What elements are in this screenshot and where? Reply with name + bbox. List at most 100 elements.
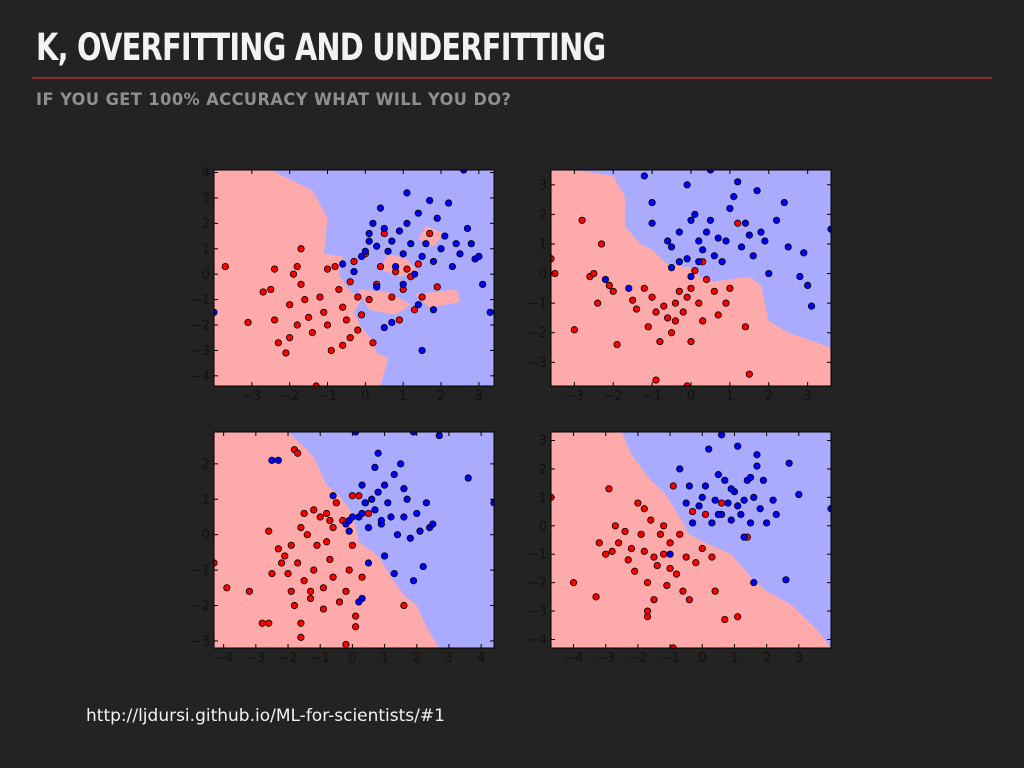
blue-point [740, 533, 748, 541]
y-tick-label: −4 [191, 369, 210, 384]
blue-point [274, 456, 282, 464]
red-point [679, 308, 687, 316]
red-point [319, 605, 328, 613]
red-point [223, 584, 231, 592]
blue-point [756, 505, 764, 513]
red-point [357, 311, 366, 319]
x-tick-label: −3 [246, 651, 265, 666]
y-tick-label: 1 [202, 242, 210, 257]
blue-point [601, 275, 610, 284]
blue-point [800, 249, 808, 257]
blue-point [763, 519, 771, 527]
blue-point [479, 280, 487, 288]
red-point [701, 510, 710, 519]
blue-point [695, 237, 703, 245]
red-point [281, 552, 289, 560]
red-point [648, 293, 656, 301]
red-point [675, 287, 683, 295]
blue-point [750, 493, 758, 501]
red-point [403, 265, 411, 273]
red-point [632, 305, 641, 313]
blue-point [746, 519, 755, 527]
blue-point [753, 187, 761, 195]
blue-point [357, 252, 366, 260]
blue-point [685, 482, 693, 490]
red-point [595, 539, 603, 547]
red-point [672, 570, 681, 578]
red-point [316, 293, 324, 301]
blue-point [691, 210, 699, 218]
red-point [433, 283, 441, 291]
blue-point [348, 513, 356, 521]
x-tick-label: −3 [242, 389, 261, 404]
blue-point [667, 264, 676, 272]
blue-point [699, 246, 707, 254]
blue-point [687, 216, 695, 224]
blue-point [746, 473, 755, 482]
blue-point [740, 496, 748, 504]
blue-point [452, 240, 460, 248]
x-tick-label: 3 [804, 389, 812, 404]
red-point [605, 485, 613, 493]
red-point [624, 556, 632, 564]
blue-point [750, 579, 758, 587]
red-point [631, 567, 639, 575]
blue-point [437, 245, 445, 253]
blue-point [395, 227, 404, 235]
red-region-bubble [357, 289, 411, 315]
blue-point [392, 262, 400, 271]
red-point [297, 280, 305, 288]
red-point [627, 544, 636, 553]
plot-frame [213, 431, 495, 649]
red-point [602, 550, 610, 558]
y-tick-label: 0 [202, 528, 210, 543]
blue-point [390, 570, 398, 578]
blue-point [422, 240, 430, 248]
y-tick-label: −1 [528, 548, 547, 563]
blue-point [705, 445, 713, 453]
blue-point [769, 496, 777, 504]
x-tick-label: 1 [399, 389, 407, 404]
blue-point [384, 247, 392, 255]
blue-point [780, 198, 788, 207]
blue-point [795, 490, 803, 499]
source-link[interactable]: http://ljdursi.github.io/ML-for-scientis… [86, 706, 445, 726]
blue-point [782, 576, 790, 584]
blue-point [804, 281, 812, 289]
blue-point [772, 510, 780, 519]
scatter-panel-3: −4 −3 −2 −1 0 1 2 3 4 −3 −2 −1 0 1 2 [191, 431, 495, 666]
red-point [300, 509, 308, 518]
blue-point [380, 552, 389, 560]
blue-point [730, 193, 738, 201]
blue-point [444, 199, 453, 207]
red-point [653, 561, 661, 570]
y-tick-label: −1 [191, 564, 210, 579]
red-point [376, 262, 385, 271]
red-point [578, 216, 586, 224]
blue-point [429, 306, 438, 314]
y-tick-label: 3 [539, 434, 547, 449]
red-point [418, 293, 426, 301]
red-point [667, 329, 676, 337]
blue-point [365, 237, 373, 245]
red-point [426, 229, 434, 238]
blue-point [486, 308, 494, 316]
red-point [369, 339, 377, 347]
blue-region-bubble [354, 215, 400, 234]
blue-point [757, 228, 765, 236]
blue-point [701, 482, 710, 490]
red-point [354, 326, 362, 334]
red-point [717, 499, 726, 507]
blue-point [698, 493, 706, 501]
blue-point [448, 262, 456, 271]
blue-region [270, 170, 494, 386]
x-tick-label: −3 [596, 651, 615, 666]
red-point [346, 334, 354, 342]
red-point [652, 376, 660, 384]
red-point [650, 596, 658, 604]
blue-point [399, 280, 407, 288]
red-point [258, 619, 266, 627]
red-point [339, 341, 347, 349]
blue-point [374, 449, 382, 457]
x-tick-label: −1 [318, 389, 337, 404]
